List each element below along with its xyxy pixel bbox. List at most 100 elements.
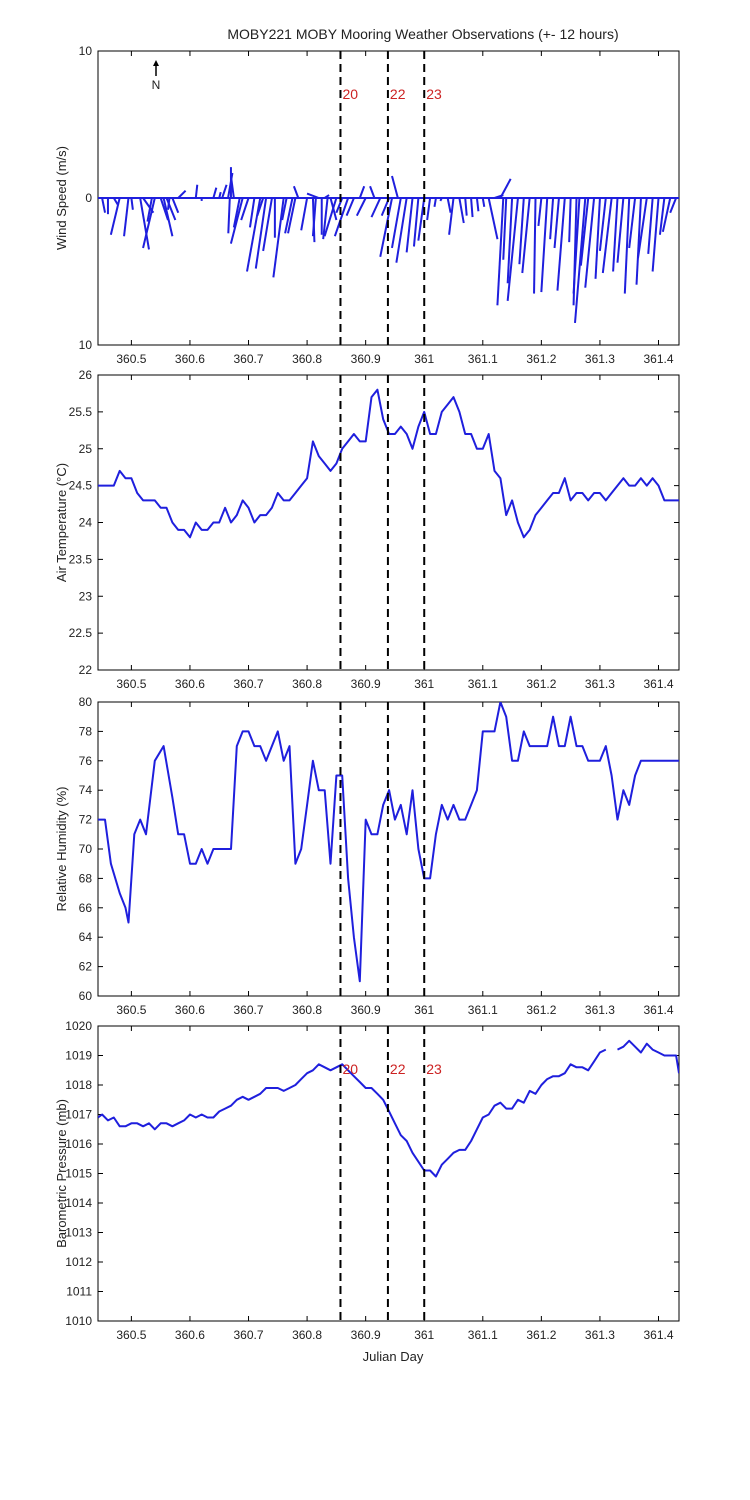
y-tick-label: 72 bbox=[79, 813, 93, 827]
y-tick-label: 60 bbox=[79, 989, 93, 1003]
wind-stick bbox=[146, 197, 153, 222]
y-tick-label: 25 bbox=[79, 442, 93, 456]
y-tick-label: 23 bbox=[79, 589, 93, 603]
wind-stick bbox=[499, 178, 512, 199]
y-tick-label: 23.5 bbox=[69, 552, 93, 566]
x-tick-label: 361.2 bbox=[526, 1328, 556, 1342]
wind-stick bbox=[370, 197, 382, 218]
wind-stick bbox=[227, 197, 231, 234]
north-label: N bbox=[152, 78, 161, 92]
data-series bbox=[98, 388, 679, 539]
wind-stick bbox=[324, 194, 330, 199]
wind-stick bbox=[229, 197, 244, 244]
wind-stick bbox=[537, 197, 543, 227]
x-tick-label: 361.4 bbox=[643, 352, 673, 366]
event-label: 20 bbox=[342, 86, 358, 102]
wind-stick bbox=[661, 197, 672, 233]
y-tick-label: 1011 bbox=[66, 1285, 92, 1299]
y-axis-label: Air Temperature (°C) bbox=[54, 463, 69, 582]
y-tick-label: 10 bbox=[79, 44, 93, 58]
x-tick-label: 360.5 bbox=[116, 677, 146, 691]
wind-stick bbox=[333, 197, 350, 237]
y-tick-label: 76 bbox=[79, 754, 93, 768]
x-tick-label: 361.4 bbox=[643, 1003, 673, 1017]
wind-stick bbox=[123, 197, 130, 237]
wind-stick bbox=[623, 197, 631, 294]
x-tick-label: 361.3 bbox=[585, 1328, 615, 1342]
x-tick-label: 360.7 bbox=[234, 1328, 264, 1342]
data-series bbox=[98, 1048, 607, 1178]
north-arrowhead-icon bbox=[153, 60, 159, 66]
x-tick-label: 361.3 bbox=[585, 1003, 615, 1017]
x-tick-label: 360.8 bbox=[292, 677, 322, 691]
x-tick-label: 360.9 bbox=[351, 1328, 381, 1342]
wind-stick bbox=[284, 197, 294, 234]
y-tick-label: 70 bbox=[79, 842, 93, 856]
wind-stick bbox=[439, 197, 443, 202]
wind-stick bbox=[229, 175, 235, 199]
wind-stick bbox=[130, 197, 134, 210]
wind-stick bbox=[446, 197, 452, 213]
wind-stick bbox=[300, 197, 309, 231]
wind-stick bbox=[506, 197, 519, 301]
wind-stick bbox=[475, 197, 480, 212]
wind-stick bbox=[240, 197, 250, 221]
wind-stick bbox=[572, 197, 581, 294]
x-tick-label: 360.8 bbox=[292, 1003, 322, 1017]
wind-stick bbox=[433, 197, 437, 207]
x-tick-label: 361.2 bbox=[526, 1003, 556, 1017]
wind-stick bbox=[533, 197, 537, 294]
wind-stick bbox=[109, 197, 121, 235]
x-tick-label: 360.7 bbox=[234, 1003, 264, 1017]
wind-stick bbox=[254, 197, 268, 269]
wind-stick bbox=[487, 197, 499, 240]
x-tick-label: 361.1 bbox=[468, 677, 498, 691]
wind-stick bbox=[598, 197, 607, 252]
wind-stick bbox=[171, 197, 180, 214]
x-tick-label: 360.5 bbox=[116, 1003, 146, 1017]
x-tick-label: 360.6 bbox=[175, 1328, 205, 1342]
x-tick-label: 361.4 bbox=[643, 1328, 673, 1342]
x-tick-label: 360.6 bbox=[175, 1003, 205, 1017]
data-series bbox=[98, 702, 679, 983]
y-axis-label: Barometric Pressure (mb) bbox=[54, 1099, 69, 1248]
y-tick-label: 0 bbox=[85, 191, 92, 205]
wind-stick bbox=[287, 197, 297, 234]
x-tick-label: 360.5 bbox=[116, 1328, 146, 1342]
wind-stick bbox=[391, 175, 399, 199]
wind-stick bbox=[464, 197, 468, 216]
panel-pressure: 360.5 360.6 360.7 360.8 360.9 361 361.1 361.2 36… bbox=[54, 1019, 680, 1342]
y-tick-label: 78 bbox=[79, 724, 93, 738]
wind-stick bbox=[262, 197, 273, 252]
wind-stick bbox=[584, 197, 596, 288]
wind-stick bbox=[574, 197, 587, 324]
x-tick-label: 360.9 bbox=[351, 1003, 381, 1017]
x-tick-label: 360.9 bbox=[351, 677, 381, 691]
wind-stick bbox=[521, 197, 531, 274]
wind-stick bbox=[568, 197, 572, 243]
wind-stick bbox=[166, 197, 171, 210]
wind-stick bbox=[139, 197, 150, 250]
wind-stick bbox=[506, 197, 514, 284]
wind-stick bbox=[142, 197, 156, 249]
wind-stick bbox=[636, 197, 648, 259]
x-tick-label: 361.2 bbox=[526, 352, 556, 366]
y-tick-label: 26 bbox=[79, 368, 93, 382]
x-tick-label: 360.5 bbox=[116, 352, 146, 366]
x-tick-label: 361.1 bbox=[468, 352, 498, 366]
wind-stick bbox=[306, 192, 320, 199]
x-tick-label: 360.9 bbox=[351, 352, 381, 366]
wind-stick bbox=[194, 184, 199, 199]
wind-stick bbox=[412, 197, 420, 247]
wind-stick bbox=[390, 197, 402, 249]
wind-stick bbox=[159, 197, 169, 221]
wind-stick bbox=[458, 197, 465, 224]
wind-stick bbox=[647, 197, 654, 254]
data-series bbox=[617, 1039, 679, 1074]
wind-stick bbox=[470, 197, 474, 218]
x-tick-label: 361.3 bbox=[585, 677, 615, 691]
x-tick-label: 361.2 bbox=[526, 677, 556, 691]
wind-stick bbox=[502, 197, 508, 260]
y-tick-label: 1020 bbox=[65, 1019, 92, 1033]
